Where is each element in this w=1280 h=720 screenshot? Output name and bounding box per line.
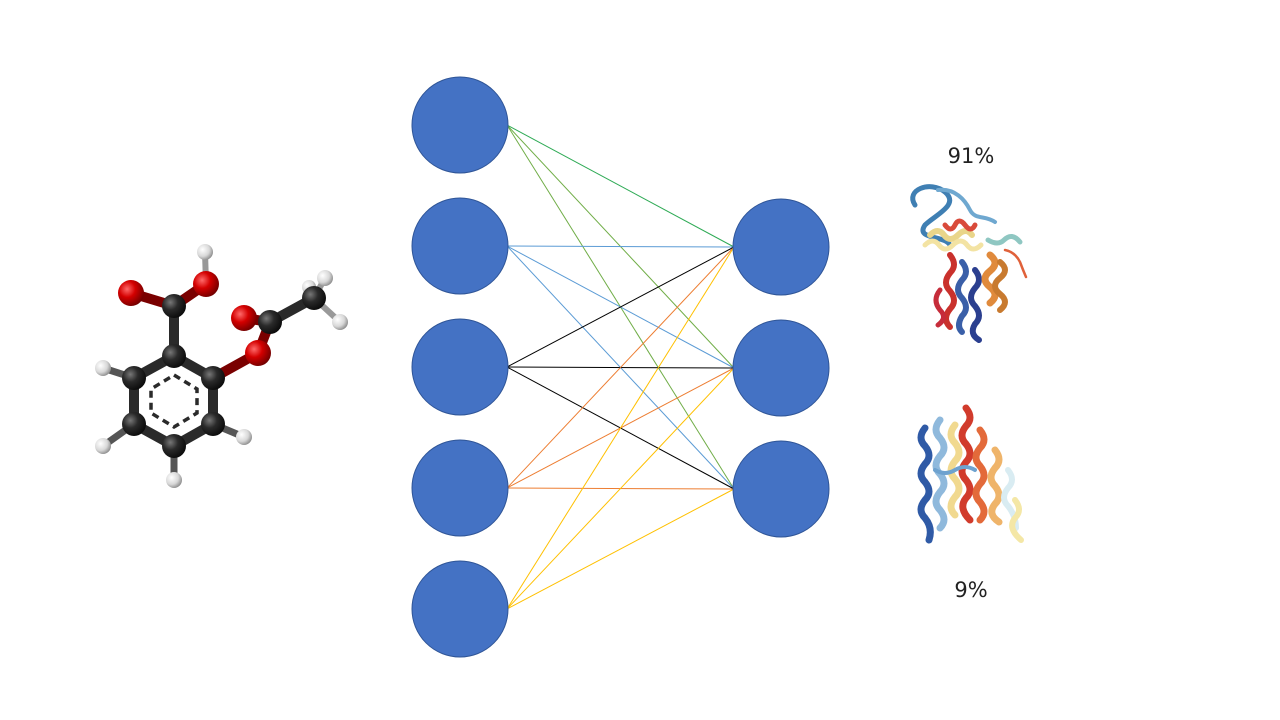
probability-label-2: 9%: [954, 578, 988, 602]
connection-line-3-0: [506, 246, 735, 489]
connection-line-0-0: [506, 124, 735, 248]
input-node-2: [411, 197, 509, 295]
input-node-4: [411, 439, 509, 537]
network-connections: [506, 124, 735, 610]
probability-label-1: 91%: [947, 144, 995, 168]
output-node-3: [732, 440, 830, 538]
output-node-1: [732, 198, 830, 296]
output-node-2: [732, 319, 830, 417]
network-nodes: [411, 76, 830, 658]
protein-ribbon-structure-1-icon: [910, 184, 1028, 343]
connection-line-2-0: [506, 246, 735, 368]
protein-ribbon-structure-2-icon: [917, 404, 1024, 544]
input-node-1: [411, 76, 509, 174]
input-node-3: [411, 318, 509, 416]
input-node-5: [411, 560, 509, 658]
connection-line-4-1: [506, 367, 735, 610]
connection-line-1-0: [506, 245, 735, 248]
aspirin-molecule-icon: [95, 244, 348, 488]
connection-line-4-0: [506, 246, 735, 610]
connection-line-4-2: [506, 488, 735, 610]
